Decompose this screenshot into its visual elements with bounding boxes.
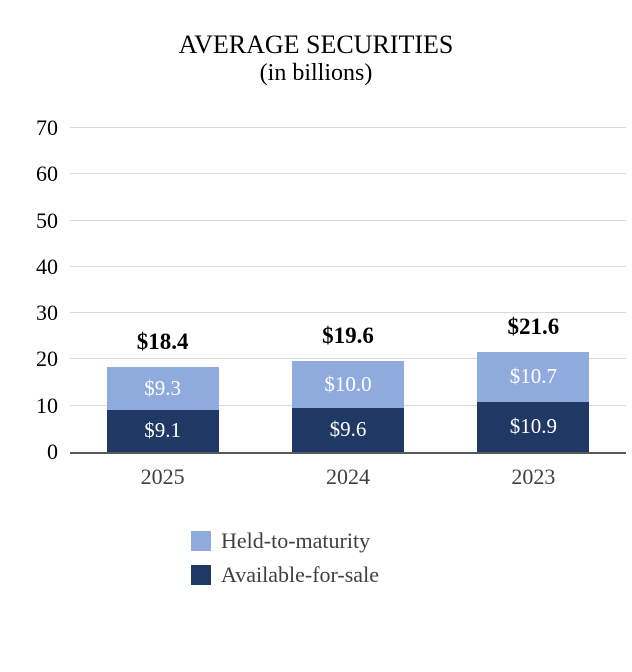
gridline — [70, 312, 626, 314]
x-axis-labels: 2025 2024 2023 — [70, 464, 626, 490]
segment-held-to-maturity-2023: $10.7 — [477, 352, 590, 402]
x-tick-label-2025: 2025 — [140, 464, 185, 489]
chart-subtitle: (in billions) — [259, 60, 373, 86]
segment-value-label: $10.0 — [324, 371, 372, 396]
y-tick-label: 40 — [36, 253, 58, 279]
y-axis: 0 10 20 30 40 50 60 70 — [0, 117, 58, 463]
bar-2023: $21.6 $10.7 $10.9 — [477, 314, 590, 452]
total-label-2023: $21.6 — [507, 314, 560, 340]
x-tick-label-2024: 2024 — [325, 464, 370, 489]
segment-held-to-maturity-2025: $9.3 — [106, 366, 219, 410]
legend-label-held-to-maturity: Held-to-maturity — [221, 528, 371, 553]
bars-container: $18.4 $9.3 $9.1 $19.6 $10.0 $9.6 $21.6 — [70, 128, 626, 452]
segment-available-for-sale-2024: $9.6 — [291, 407, 404, 452]
segment-value-label: $9.6 — [329, 417, 367, 442]
y-tick-label: 10 — [36, 392, 58, 418]
segment-available-for-sale-2025: $9.1 — [106, 409, 219, 452]
y-tick-label: 20 — [36, 346, 58, 372]
gridline — [70, 358, 626, 360]
segment-value-label: $10.7 — [509, 364, 557, 389]
y-tick-label: 50 — [36, 207, 58, 233]
total-label-2024: $19.6 — [322, 323, 374, 349]
gridline — [70, 173, 626, 175]
x-tick-label-2023: 2023 — [511, 464, 556, 489]
total-label-2025: $18.4 — [136, 328, 189, 354]
segment-value-label: $10.9 — [509, 414, 557, 439]
bar-2025: $18.4 $9.3 $9.1 — [106, 328, 219, 452]
legend: Held-to-maturity Available-for-sale — [0, 528, 632, 588]
segment-value-label: $9.3 — [144, 375, 182, 400]
segment-held-to-maturity-2024: $10.0 — [291, 361, 404, 408]
chart-title: AVERAGE SECURITIES — [178, 30, 454, 59]
legend-swatch-held-to-maturity — [191, 531, 211, 551]
legend-label-available-for-sale: Available-for-sale — [221, 562, 379, 587]
legend-item-held-to-maturity: Held-to-maturity — [191, 528, 441, 554]
gridline — [70, 265, 626, 267]
gridline — [70, 127, 626, 128]
y-tick-label: 30 — [36, 300, 58, 326]
segment-available-for-sale-2023: $10.9 — [477, 401, 590, 452]
y-tick-label: 60 — [36, 161, 58, 187]
segment-value-label: $9.1 — [144, 418, 182, 443]
plot-area: $18.4 $9.3 $9.1 $19.6 $10.0 $9.6 $21.6 — [70, 127, 626, 454]
y-tick-label: 70 — [36, 115, 58, 140]
bar-2024: $19.6 $10.0 $9.6 — [291, 323, 404, 452]
legend-item-available-for-sale: Available-for-sale — [191, 562, 441, 588]
legend-swatch-available-for-sale — [191, 565, 211, 585]
gridline — [70, 219, 626, 221]
y-tick-label: 0 — [47, 439, 58, 464]
